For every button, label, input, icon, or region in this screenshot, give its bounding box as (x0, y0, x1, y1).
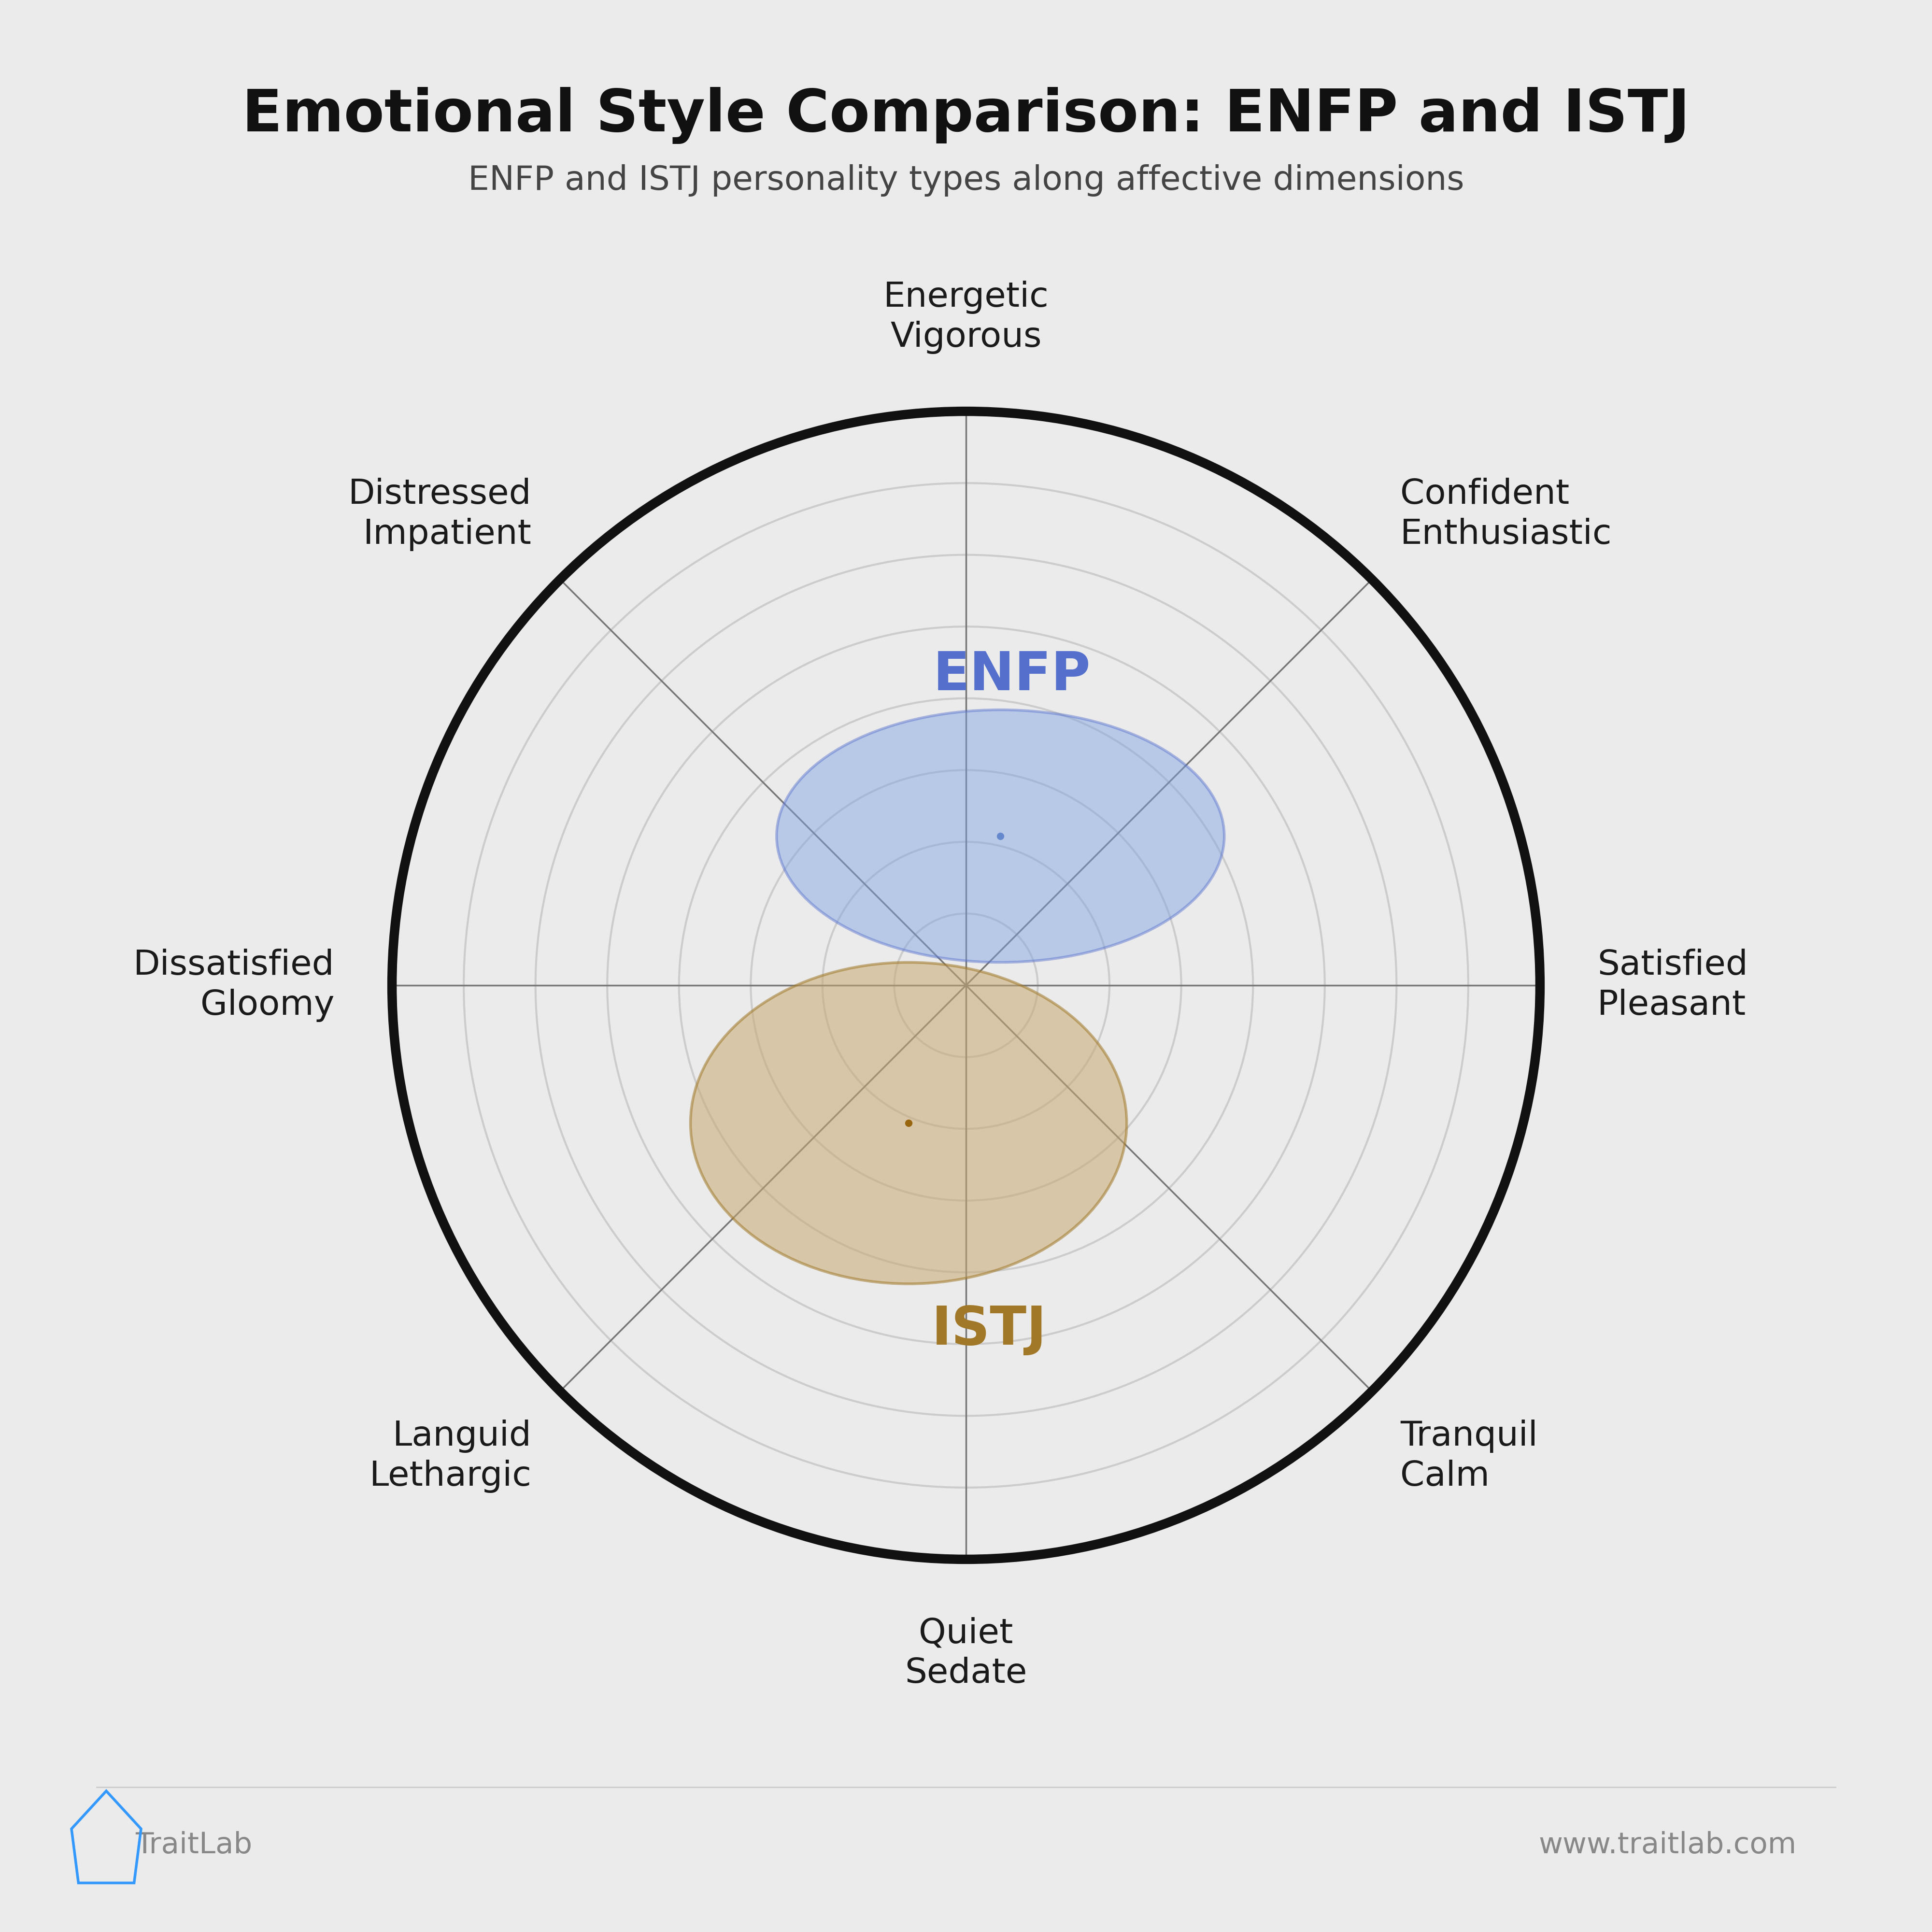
Ellipse shape (777, 709, 1225, 962)
Text: Dissatisfied
Gloomy: Dissatisfied Gloomy (133, 949, 334, 1022)
Text: TraitLab: TraitLab (135, 1832, 253, 1859)
Text: Quiet
Sedate: Quiet Sedate (904, 1617, 1028, 1690)
Text: Energetic
Vigorous: Energetic Vigorous (883, 280, 1049, 354)
Text: Satisfied
Pleasant: Satisfied Pleasant (1598, 949, 1748, 1022)
Text: Distressed
Impatient: Distressed Impatient (348, 477, 531, 551)
Text: Tranquil
Calm: Tranquil Calm (1401, 1420, 1538, 1493)
Text: Languid
Lethargic: Languid Lethargic (369, 1420, 531, 1493)
Text: Emotional Style Comparison: ENFP and ISTJ: Emotional Style Comparison: ENFP and IST… (242, 87, 1690, 145)
Text: Confident
Enthusiastic: Confident Enthusiastic (1401, 477, 1611, 551)
Text: ISTJ: ISTJ (931, 1304, 1047, 1356)
Ellipse shape (690, 962, 1126, 1283)
Text: www.traitlab.com: www.traitlab.com (1538, 1832, 1797, 1859)
Text: ENFP: ENFP (933, 649, 1092, 701)
Text: ENFP and ISTJ personality types along affective dimensions: ENFP and ISTJ personality types along af… (468, 164, 1464, 197)
